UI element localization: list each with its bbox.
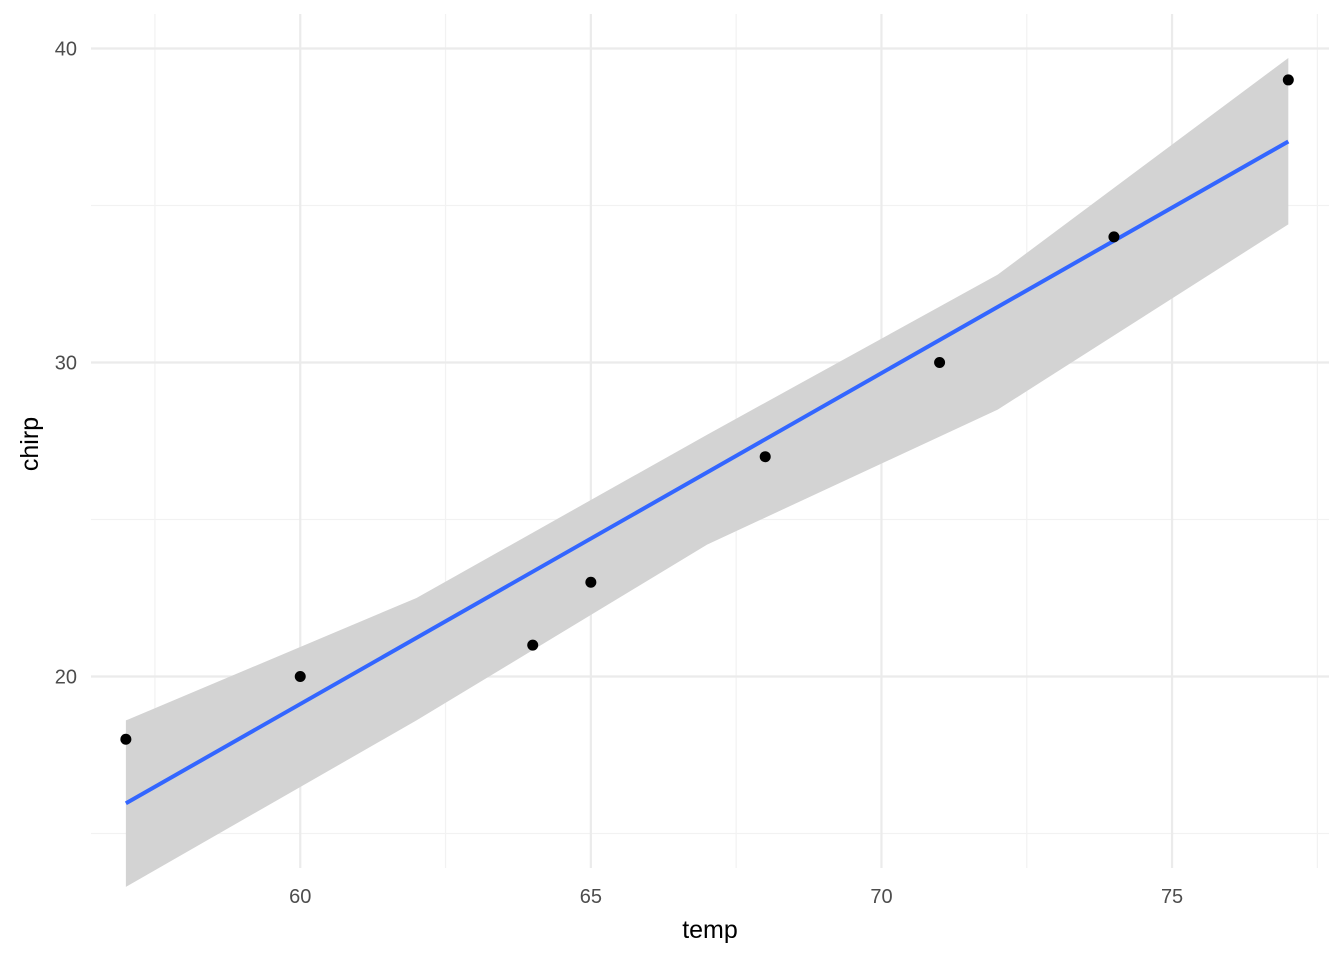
data-point <box>1108 231 1120 243</box>
x-tick-label: 75 <box>1161 886 1183 908</box>
y-tick-label: 30 <box>55 353 77 375</box>
x-tick-label: 60 <box>289 886 311 908</box>
regression-line-layer <box>124 139 1290 806</box>
y-axis-title: chirp <box>16 417 44 471</box>
regression-line <box>124 139 1290 806</box>
y-tick-label: 20 <box>55 666 77 688</box>
y-axis-ticks: 20 30 40 <box>55 39 77 689</box>
data-points <box>120 74 1294 745</box>
data-point <box>294 670 306 682</box>
x-axis-title: temp <box>682 916 738 944</box>
data-point <box>585 576 597 588</box>
y-tick-label: 40 <box>55 39 77 61</box>
x-tick-label: 70 <box>870 886 892 908</box>
data-point <box>1282 74 1294 86</box>
data-point <box>527 639 539 651</box>
data-point <box>759 451 771 463</box>
x-tick-label: 65 <box>580 886 602 908</box>
data-point <box>120 733 132 745</box>
x-axis-ticks: 60 65 70 75 <box>289 886 1183 908</box>
data-point <box>934 357 946 369</box>
